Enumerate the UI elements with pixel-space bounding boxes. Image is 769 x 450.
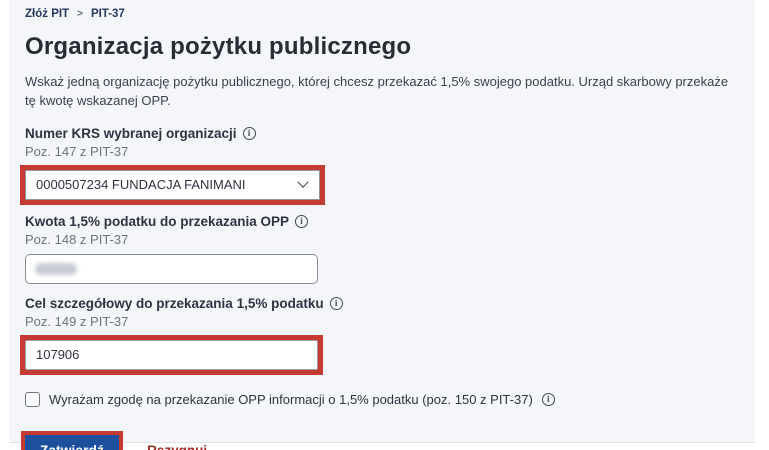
- kwota-position: Poz. 148 z PIT-37: [25, 231, 129, 247]
- info-icon[interactable]: i: [541, 392, 555, 406]
- info-icon[interactable]: i: [295, 214, 309, 228]
- form-actions: Zatwierdź Rezygnuj: [21, 430, 735, 450]
- consent-label: Wyrażam zgodę na przekazanie OPP informa…: [49, 391, 533, 407]
- cel-position: Poz. 149 z PIT-37: [25, 313, 129, 329]
- cel-input[interactable]: [25, 339, 318, 370]
- consent-row: Wyrażam zgodę na przekazanie OPP informa…: [25, 391, 735, 407]
- cancel-link[interactable]: Rezygnuj: [147, 443, 207, 450]
- field-group-krs: Numer KRS wybranej organizacji i Poz. 14…: [20, 125, 735, 205]
- info-icon[interactable]: i: [242, 126, 256, 140]
- breadcrumb-zloz-pit[interactable]: Złóż PIT: [25, 8, 70, 20]
- breadcrumb-separator-icon: >: [77, 8, 83, 19]
- info-icon[interactable]: i: [329, 296, 343, 310]
- submit-button[interactable]: Zatwierdź: [25, 434, 120, 450]
- consent-checkbox[interactable]: [25, 391, 40, 407]
- page-title: Organizacja pożytku publicznego: [25, 33, 412, 60]
- field-group-cel: Cel szczegółowy do przekazania 1,5% poda…: [20, 295, 735, 375]
- krs-selected-value: 0000507234 FUNDACJA FANIMANI: [36, 177, 246, 193]
- kwota-label: Kwota 1,5% podatku do przekazania OPP: [25, 213, 290, 229]
- krs-position: Poz. 147 z PIT-37: [25, 143, 129, 159]
- breadcrumb: Złóż PIT > PIT-37: [25, 8, 735, 20]
- krs-highlight-frame: 0000507234 FUNDACJA FANIMANI: [20, 164, 325, 205]
- page-description: Wskaż jedną organizację pożytku publiczn…: [25, 74, 729, 108]
- field-group-kwota: Kwota 1,5% podatku do przekazania OPP i …: [25, 214, 735, 284]
- chevron-down-icon: [297, 176, 309, 188]
- cel-highlight-frame: [20, 334, 323, 375]
- krs-select[interactable]: 0000507234 FUNDACJA FANIMANI: [25, 169, 320, 200]
- cel-label: Cel szczegółowy do przekazania 1,5% poda…: [25, 295, 324, 311]
- kwota-input[interactable]: [25, 253, 318, 284]
- form-panel: Złóż PIT > PIT-37 Organizacja pożytku pu…: [9, 0, 755, 450]
- submit-highlight-frame: Zatwierdź: [21, 430, 124, 450]
- breadcrumb-pit-37[interactable]: PIT-37: [90, 8, 125, 20]
- krs-label: Numer KRS wybranej organizacji: [25, 125, 237, 141]
